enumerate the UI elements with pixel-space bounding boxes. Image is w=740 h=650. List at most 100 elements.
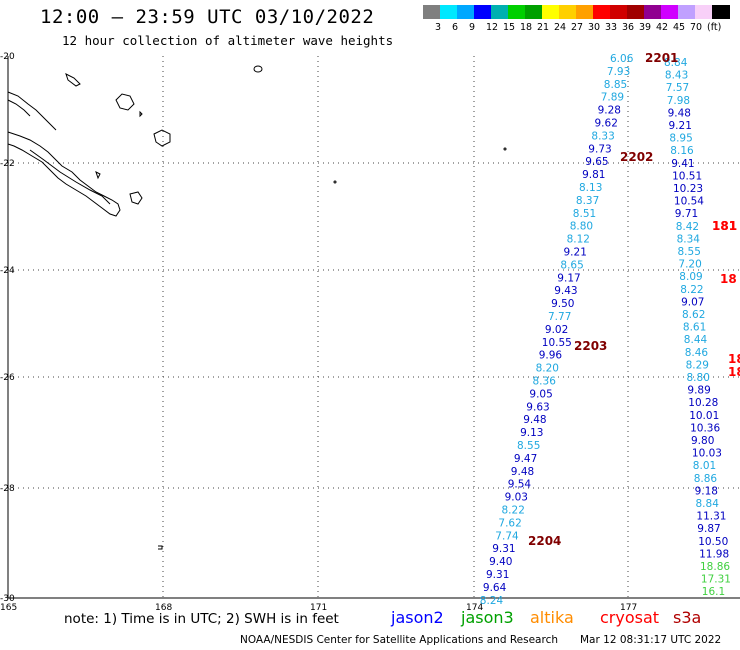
wave-height-value: 8.43 bbox=[665, 70, 688, 82]
wave-height-value: 8.24 bbox=[480, 595, 504, 607]
wave-height-value: 9.31 bbox=[492, 543, 515, 555]
color-scale-swatch bbox=[440, 5, 458, 19]
wave-height-value: 9.21 bbox=[564, 247, 587, 259]
wave-height-value: 10.54 bbox=[674, 196, 704, 208]
wave-height-value: 11.31 bbox=[696, 511, 726, 523]
norfolk-island bbox=[158, 545, 163, 550]
pass-number-label: 2201 bbox=[645, 51, 678, 65]
isle-of-pines-outline bbox=[129, 191, 143, 205]
wave-height-value: 10.01 bbox=[689, 410, 719, 422]
new-caledonia-outline bbox=[7, 131, 121, 217]
wave-height-value: 9.71 bbox=[675, 208, 698, 220]
wave-height-value: 9.47 bbox=[514, 453, 537, 465]
pass-number-label: 2202 bbox=[620, 150, 653, 164]
wave-height-value: 8.20 bbox=[536, 363, 559, 375]
wave-height-value: 9.65 bbox=[585, 156, 608, 168]
color-scale-label: 36 bbox=[622, 22, 635, 33]
color-scale-label: 45 bbox=[673, 22, 686, 33]
color-scale-label: 42 bbox=[656, 22, 669, 33]
color-scale-legend: 3 6 9 12 15 18 21 24 27 30 33 36 39 42 45 70 (ft) bbox=[423, 5, 730, 33]
color-scale-swatch bbox=[474, 5, 492, 19]
wave-height-value: 8.22 bbox=[502, 505, 525, 517]
wave-height-value: 8.36 bbox=[533, 376, 557, 388]
wave-height-value: 8.16 bbox=[670, 145, 694, 157]
satellite-legend-jason3: jason3 bbox=[461, 608, 514, 627]
wave-height-value: 8.22 bbox=[680, 284, 703, 296]
wave-height-value: 11.98 bbox=[699, 548, 729, 560]
lifou-outline bbox=[115, 93, 135, 111]
satellite-legend-altika: altika bbox=[530, 608, 574, 627]
wave-height-value: 17.31 bbox=[701, 574, 731, 586]
wave-height-value: 9.48 bbox=[668, 107, 691, 119]
longitude-label: 168 bbox=[155, 603, 172, 613]
latitude-label: -30 bbox=[0, 594, 15, 604]
wave-height-value: 9.50 bbox=[551, 298, 574, 310]
color-scale-label: 27 bbox=[571, 22, 584, 33]
altimeter-tracks: 6.067.938.857.899.289.628.339.739.659.81… bbox=[480, 51, 740, 607]
wave-height-value: 9.63 bbox=[526, 401, 549, 413]
new-caledonia-inner-coast bbox=[29, 149, 111, 205]
mare-outline bbox=[153, 129, 171, 147]
wave-height-value: 9.64 bbox=[483, 582, 507, 594]
wave-height-value: 8.55 bbox=[678, 246, 701, 258]
wave-height-value: 9.87 bbox=[697, 523, 720, 535]
color-scale-label: 12 bbox=[486, 22, 499, 33]
wave-height-value: 9.73 bbox=[588, 143, 611, 155]
wave-height-value: 10.36 bbox=[690, 422, 720, 434]
wave-height-value: 9.13 bbox=[520, 427, 543, 439]
map-subtitle: 12 hour collection of altimeter wave hei… bbox=[62, 33, 394, 48]
wave-height-value: 10.51 bbox=[672, 170, 702, 182]
color-scale-swatch bbox=[593, 5, 611, 19]
color-scale-swatch bbox=[695, 5, 713, 19]
wave-height-value: 7.77 bbox=[548, 311, 571, 323]
coastline bbox=[7, 65, 507, 550]
wave-height-value: 8.85 bbox=[604, 79, 627, 91]
color-scale-swatch bbox=[610, 5, 628, 19]
reef-outline bbox=[7, 91, 57, 131]
longitude-label: 177 bbox=[620, 603, 637, 613]
wave-height-value: 9.81 bbox=[582, 169, 605, 181]
color-scale-label: 3 bbox=[435, 22, 442, 33]
wave-height-value: 8.46 bbox=[685, 347, 709, 359]
color-scale-swatch bbox=[661, 5, 679, 19]
wave-height-value: 9.07 bbox=[681, 296, 704, 308]
wave-height-value: 9.48 bbox=[511, 466, 534, 478]
wave-height-value: 8.55 bbox=[517, 440, 540, 452]
wave-height-value: 9.43 bbox=[554, 285, 577, 297]
color-scale-swatch bbox=[508, 5, 526, 19]
longitude-label: 171 bbox=[310, 603, 327, 613]
color-scale-swatch bbox=[627, 5, 645, 19]
longitude-label: 165 bbox=[0, 603, 17, 613]
pass-number-label: 181 bbox=[712, 219, 737, 233]
wave-height-value: 8.62 bbox=[682, 309, 705, 321]
wave-height-value: 8.44 bbox=[684, 334, 708, 346]
wave-height-value: 8.80 bbox=[570, 221, 593, 233]
color-scale-label: 21 bbox=[537, 22, 550, 33]
latitude-label: -26 bbox=[0, 373, 15, 383]
pass-number-label: 2204 bbox=[528, 534, 561, 548]
color-scale-swatch bbox=[559, 5, 577, 19]
wave-height-value: 9.31 bbox=[486, 569, 509, 581]
wave-height-value: 8.65 bbox=[560, 259, 583, 271]
color-scale-swatch bbox=[576, 5, 594, 19]
wave-height-value: 9.48 bbox=[523, 414, 546, 426]
wave-height-value: 7.62 bbox=[498, 517, 521, 529]
color-scale-label: (ft) bbox=[707, 22, 722, 33]
pass-number-label: 18 bbox=[728, 365, 740, 379]
color-scale-label: 70 bbox=[690, 22, 703, 33]
color-scale-swatch bbox=[491, 5, 509, 19]
color-scale-label: 33 bbox=[605, 22, 618, 33]
wave-height-value: 18.86 bbox=[700, 561, 730, 573]
wave-height-value: 8.29 bbox=[686, 359, 709, 371]
color-scale-label: 6 bbox=[452, 22, 459, 33]
color-scale-swatch bbox=[678, 5, 696, 19]
wave-height-value: 10.03 bbox=[692, 448, 722, 460]
wave-height-value: 8.84 bbox=[664, 57, 688, 69]
reef-outline-2 bbox=[7, 99, 31, 117]
ouvea-outline bbox=[65, 73, 81, 87]
wave-height-value: 10.50 bbox=[698, 536, 728, 548]
color-scale-label: 39 bbox=[639, 22, 652, 33]
wave-height-value: 8.12 bbox=[567, 234, 590, 246]
wave-height-value: 9.80 bbox=[691, 435, 714, 447]
wave-height-value: 8.86 bbox=[694, 473, 718, 485]
